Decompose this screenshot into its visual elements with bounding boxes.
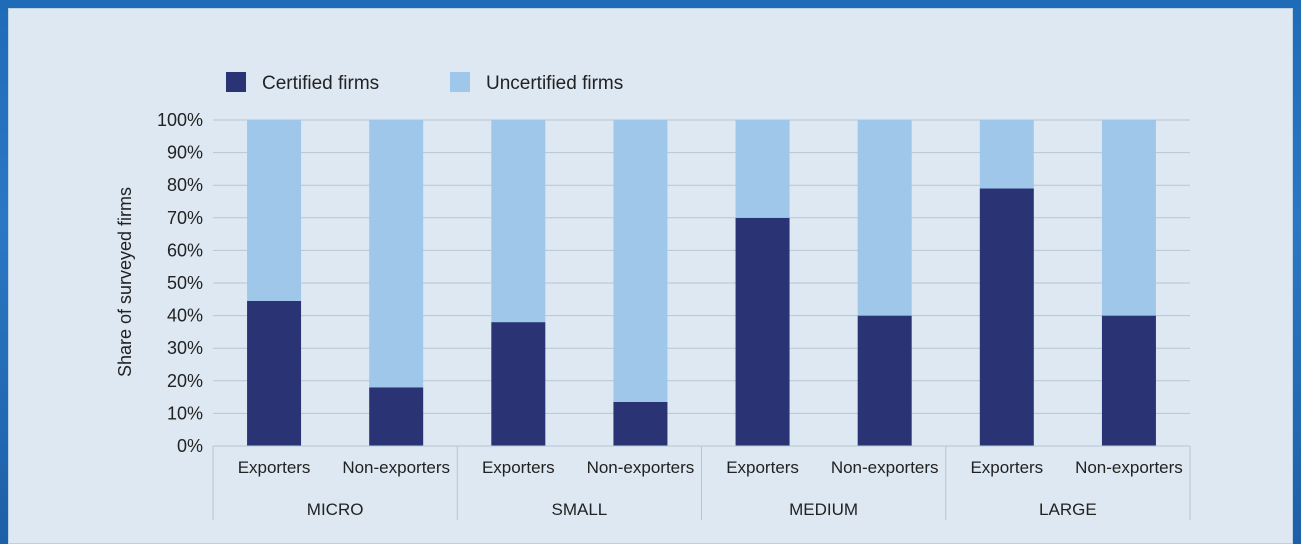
bar-uncertified xyxy=(247,120,302,301)
x-category-label: Non-exporters xyxy=(342,458,450,477)
x-category-label: Non-exporters xyxy=(587,458,695,477)
legend: Certified firms Uncertified firms xyxy=(226,72,623,94)
y-tick-label: 90% xyxy=(167,143,203,163)
y-tick-label: 100% xyxy=(157,110,203,130)
bar-certified xyxy=(369,387,424,446)
bar-certified xyxy=(735,217,790,446)
bar-uncertified xyxy=(613,120,668,402)
y-tick-label: 50% xyxy=(167,273,203,293)
y-tick-labels: 0% 10% 20% 30% 40% 50% 60% 70% 80% 90% 100% xyxy=(157,110,203,456)
bar-certified xyxy=(979,188,1034,446)
x-category-label: Exporters xyxy=(482,458,555,477)
bar-uncertified xyxy=(1101,120,1156,316)
bar-uncertified xyxy=(857,120,912,316)
x-category-label: Exporters xyxy=(726,458,799,477)
bar-uncertified xyxy=(491,120,546,323)
y-tick-label: 0% xyxy=(177,436,203,456)
x-group-label: MEDIUM xyxy=(789,500,858,519)
x-category-label: Non-exporters xyxy=(1075,458,1183,477)
y-tick-label: 70% xyxy=(167,208,203,228)
legend-label-uncertified: Uncertified firms xyxy=(486,73,623,94)
bar-certified xyxy=(857,315,912,446)
bar-uncertified xyxy=(735,120,790,218)
bar-certified xyxy=(613,401,668,446)
y-axis-title: Share of surveyed firms xyxy=(115,187,135,377)
legend-label-certified: Certified firms xyxy=(262,73,379,94)
bars xyxy=(247,120,1156,446)
bar-certified xyxy=(1101,315,1156,446)
y-tick-label: 40% xyxy=(167,306,203,326)
bar-certified xyxy=(247,300,302,446)
x-axis: Exporters Non-exporters Exporters Non-expor… xyxy=(212,445,1191,520)
y-tick-label: 30% xyxy=(167,338,203,358)
legend-swatch-uncertified xyxy=(450,72,470,92)
y-tick-label: 10% xyxy=(167,403,203,423)
bar-certified xyxy=(491,322,546,446)
legend-swatch-certified xyxy=(226,72,246,92)
y-tick-label: 80% xyxy=(167,175,203,195)
bar-uncertified xyxy=(369,120,424,388)
gridlines xyxy=(213,119,1190,447)
y-tick-label: 20% xyxy=(167,371,203,391)
x-category-label: Exporters xyxy=(970,458,1043,477)
x-group-label: MICRO xyxy=(307,500,364,519)
x-group-label: SMALL xyxy=(552,500,608,519)
y-tick-label: 60% xyxy=(167,240,203,260)
bar-uncertified xyxy=(979,120,1034,189)
x-group-label: LARGE xyxy=(1039,500,1097,519)
x-category-label: Non-exporters xyxy=(831,458,939,477)
x-category-label: Exporters xyxy=(238,458,311,477)
